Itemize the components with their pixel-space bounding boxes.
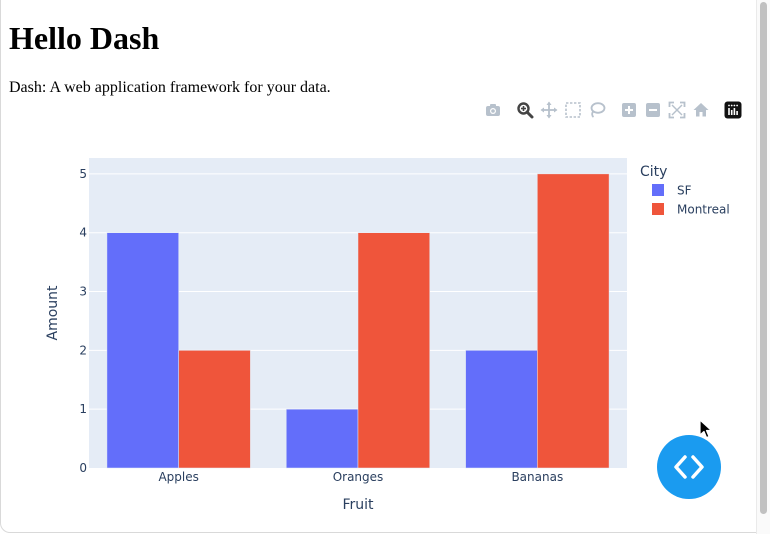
legend-swatch-montreal	[652, 203, 664, 215]
legend-swatch-sf	[652, 184, 664, 196]
y-tick-label: 3	[79, 285, 87, 299]
y-tick-label: 1	[79, 402, 87, 416]
zoom-out-icon	[646, 103, 660, 117]
reset-axes-icon	[693, 103, 709, 117]
page-title: Hello Dash	[9, 20, 160, 56]
pan-icon	[540, 101, 558, 119]
page-subtitle: Dash: A web application framework for yo…	[9, 79, 331, 96]
bar-sf-oranges	[286, 408, 359, 469]
zoom-button[interactable]	[515, 100, 535, 120]
box-select-icon	[565, 102, 581, 118]
zoom-icon	[517, 102, 534, 119]
reset-axes-button[interactable]	[691, 100, 711, 120]
autoscale-icon	[668, 101, 686, 119]
x-tick-label: Bananas	[511, 470, 563, 484]
y-axis-title: Amount	[45, 285, 61, 341]
code-brackets-icon	[674, 455, 704, 479]
x-tick-label: Oranges	[333, 470, 384, 484]
camera-icon	[486, 104, 500, 116]
x-axis-title: Fruit	[342, 497, 374, 513]
legend-label-montreal: Montreal	[677, 203, 730, 217]
lasso-select-button[interactable]	[587, 100, 607, 120]
y-tick-label: 5	[79, 167, 87, 181]
zoom-in-icon	[622, 103, 636, 117]
bar-chart: 0 1 2 3 4 5 Apples Oranges Bananas Fruit Amount Cit…	[45, 158, 730, 513]
bar-montreal-bananas	[537, 173, 610, 469]
bar-sf-bananas	[465, 350, 538, 469]
zoom-in-button[interactable]	[619, 100, 639, 120]
zoom-out-button[interactable]	[643, 100, 663, 120]
pan-button[interactable]	[539, 100, 559, 120]
mouse-cursor-icon	[699, 419, 713, 439]
legend-title: City	[640, 164, 667, 180]
lasso-select-icon	[590, 102, 606, 118]
box-select-button[interactable]	[563, 100, 583, 120]
plotly-logo-icon	[724, 101, 742, 119]
y-tick-label: 0	[79, 461, 87, 475]
autoscale-button[interactable]	[667, 100, 687, 120]
scrollbar-thumb[interactable]	[760, 2, 767, 514]
y-tick-label: 4	[79, 226, 87, 240]
bar-montreal-apples	[178, 350, 251, 469]
camera-button[interactable]	[483, 100, 503, 120]
dev-tools-button[interactable]	[657, 435, 721, 499]
x-tick-label: Apples	[158, 470, 198, 484]
bar-montreal-oranges	[357, 232, 430, 469]
plotly-logo-button[interactable]	[723, 100, 743, 120]
bar-sf-apples	[106, 232, 179, 469]
legend-label-sf: SF	[677, 184, 692, 198]
y-tick-label: 2	[79, 343, 87, 357]
